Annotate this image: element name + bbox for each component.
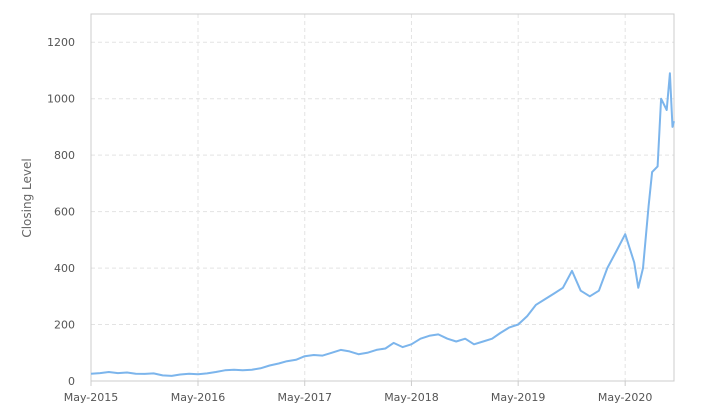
- y-tick-label: 1000: [47, 93, 75, 106]
- y-axis-ticks: 0 200 400 600 800 1000 1200: [47, 36, 75, 388]
- x-tick-label: May-2017: [277, 391, 332, 404]
- closing-level-line: [90, 72, 675, 377]
- y-tick-label: 800: [54, 149, 75, 162]
- x-tick-label: May-2015: [64, 391, 119, 404]
- y-tick-label: 0: [68, 375, 75, 388]
- x-axis-ticks: May-2015 May-2016 May-2017 May-2018 May-2019…: [64, 381, 653, 404]
- y-tick-label: 200: [54, 319, 75, 332]
- plot-border: [90, 13, 675, 382]
- y-axis-title: Closing Level: [20, 158, 34, 237]
- x-tick-label: May-2019: [491, 391, 546, 404]
- x-tick-label: May-2020: [598, 391, 653, 404]
- x-tick-label: May-2018: [384, 391, 439, 404]
- x-tick-label: May-2016: [171, 391, 226, 404]
- y-tick-label: 600: [54, 206, 75, 219]
- y-tick-label: 400: [54, 262, 75, 275]
- y-tick-label: 1200: [47, 36, 75, 49]
- grid: [91, 14, 674, 381]
